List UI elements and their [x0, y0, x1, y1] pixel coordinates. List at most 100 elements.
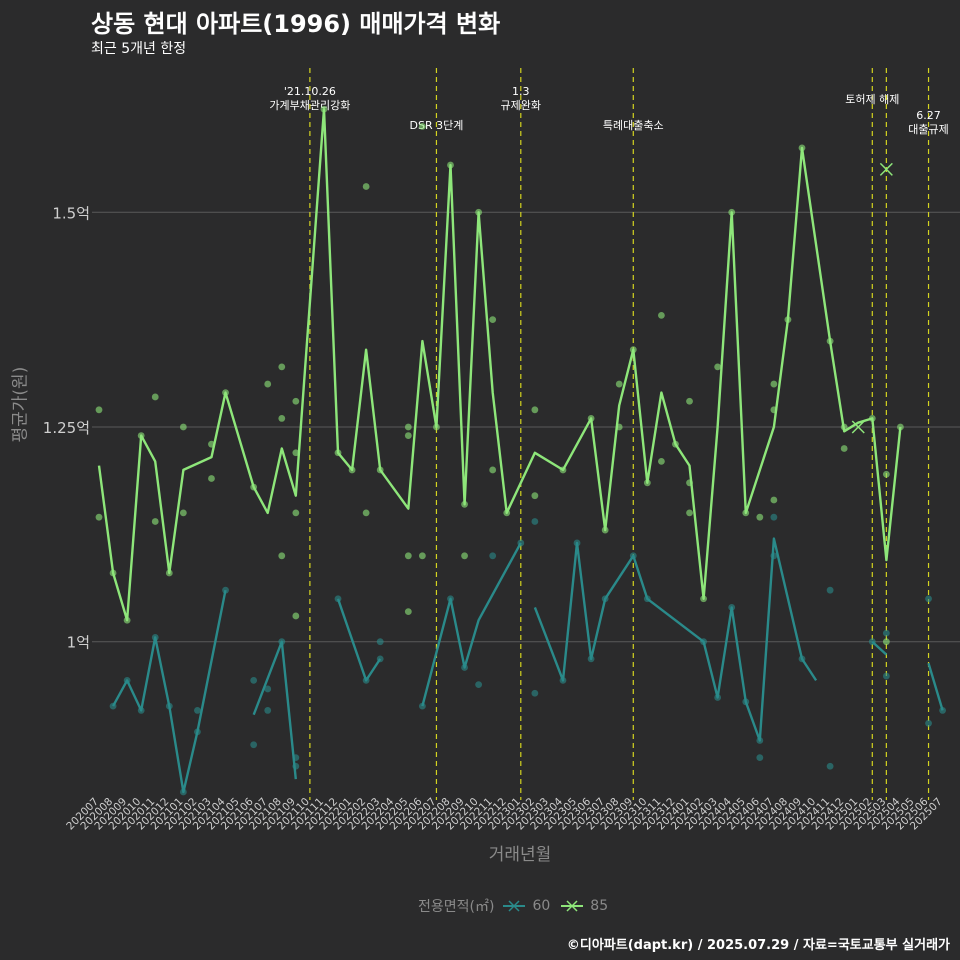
event-label-line: 6.27 [916, 109, 941, 122]
series-85-point [404, 608, 412, 616]
legend-title: 전용면적(㎡) [418, 899, 495, 915]
y-tick-label: 1억 [67, 634, 90, 652]
series-85-point [123, 616, 131, 624]
series-85-point [404, 552, 412, 560]
series-85-point [686, 509, 693, 517]
series-60-point [376, 638, 384, 646]
series-85-point [165, 569, 173, 577]
series-85-point [137, 432, 145, 439]
series-60-point [939, 707, 946, 714]
source-caption: ©디아파트(dapt.kr) / 2025.07.29 / 자료=국토교통부 실… [566, 938, 950, 953]
series-85-point [292, 612, 300, 620]
series-60-line [252, 640, 297, 780]
event-label: 특례대출축소 [603, 119, 664, 132]
series-60-line [336, 598, 382, 682]
series-85-point [404, 432, 412, 439]
series-85-line [97, 107, 902, 622]
series-60-point [629, 552, 637, 560]
series-85-point [531, 406, 539, 414]
series-60-point [376, 655, 384, 663]
y-tick-label: 1.5억 [52, 204, 90, 222]
event-label-line: '21.10.26 [284, 85, 336, 98]
series-60-point [531, 518, 539, 525]
series-85-point [897, 423, 904, 431]
series-60-line [927, 662, 944, 711]
series-85-point [222, 389, 229, 397]
series-85-point [700, 595, 707, 603]
series-85-point [601, 526, 609, 534]
series-85-point [179, 509, 187, 517]
series-60-point [770, 513, 778, 521]
y-tick-label: 1.25억 [43, 419, 90, 437]
series-85-point [461, 500, 468, 508]
y-gridlines [92, 211, 960, 643]
series-60-point [461, 664, 468, 671]
series-85-point [292, 397, 300, 405]
series-60-point [925, 719, 932, 727]
series-60-point [531, 689, 539, 697]
series-85-point [461, 552, 468, 560]
series-60-point [643, 595, 651, 603]
series-60-point [222, 586, 229, 594]
series-60-point [882, 629, 890, 637]
series-85-point [348, 466, 356, 474]
legend-item-85: 85 [560, 898, 608, 914]
series-60-point [868, 638, 876, 646]
series-85-point [686, 479, 693, 487]
series-85-point [615, 423, 623, 431]
event-label: 1.3 규제완화 [501, 85, 541, 112]
series-85-point [658, 457, 665, 465]
series-85-point [278, 552, 286, 560]
legend-swatch-60-icon [503, 900, 526, 912]
series-60-point [798, 655, 806, 663]
event-label: 토허제 해제 [845, 92, 899, 106]
event-label-line: DSR 3단계 [410, 119, 464, 132]
series-85-point [278, 415, 286, 422]
series-85-point [882, 638, 890, 646]
series-85-point [882, 470, 890, 478]
legend: 전용면적(㎡) 60 85 [418, 896, 618, 916]
series-60-point [714, 694, 722, 701]
series-60-line [533, 537, 818, 742]
series-85-point [503, 509, 511, 517]
series-85-cross-mark [879, 162, 893, 176]
series-85-point [292, 509, 300, 517]
series-60-point [292, 754, 300, 762]
series-60-point [250, 676, 258, 684]
series-85-point [643, 479, 651, 487]
event-label-line: 대출규제 [908, 123, 948, 136]
legend-label-60: 60 [532, 898, 551, 914]
series-85-point [208, 475, 215, 482]
series-85-point [770, 496, 778, 504]
series-85-point [208, 440, 215, 448]
series-85-point [95, 513, 103, 521]
series-60-point [587, 655, 595, 663]
series-85-point [151, 518, 159, 525]
event-label-line: 1.3 [512, 85, 530, 98]
series-60-point [165, 702, 173, 710]
series-60-point [250, 741, 258, 749]
series-85-point [151, 393, 159, 401]
series-60-point [770, 552, 778, 560]
series-85-point [672, 440, 679, 448]
series-60-point [109, 702, 117, 710]
series-85-point [447, 161, 454, 169]
series-85-cross-mark [851, 420, 865, 434]
series-60-line [112, 589, 227, 794]
series-60-point [826, 762, 834, 770]
series-60-point [194, 707, 201, 714]
series-85-point [559, 466, 567, 474]
series-85-point [418, 552, 426, 560]
series-60-point [264, 707, 272, 714]
series-60-point [756, 754, 764, 762]
series-60-point [573, 539, 581, 547]
series-85-point [798, 144, 806, 152]
y-axis-label: 평균가(원) [10, 366, 31, 443]
series-85-point [826, 337, 834, 345]
series-85-point [770, 380, 778, 388]
series-85-point [728, 208, 736, 216]
series-85-point [489, 466, 497, 474]
series-85-point [742, 509, 750, 517]
series-60-point [728, 603, 736, 611]
